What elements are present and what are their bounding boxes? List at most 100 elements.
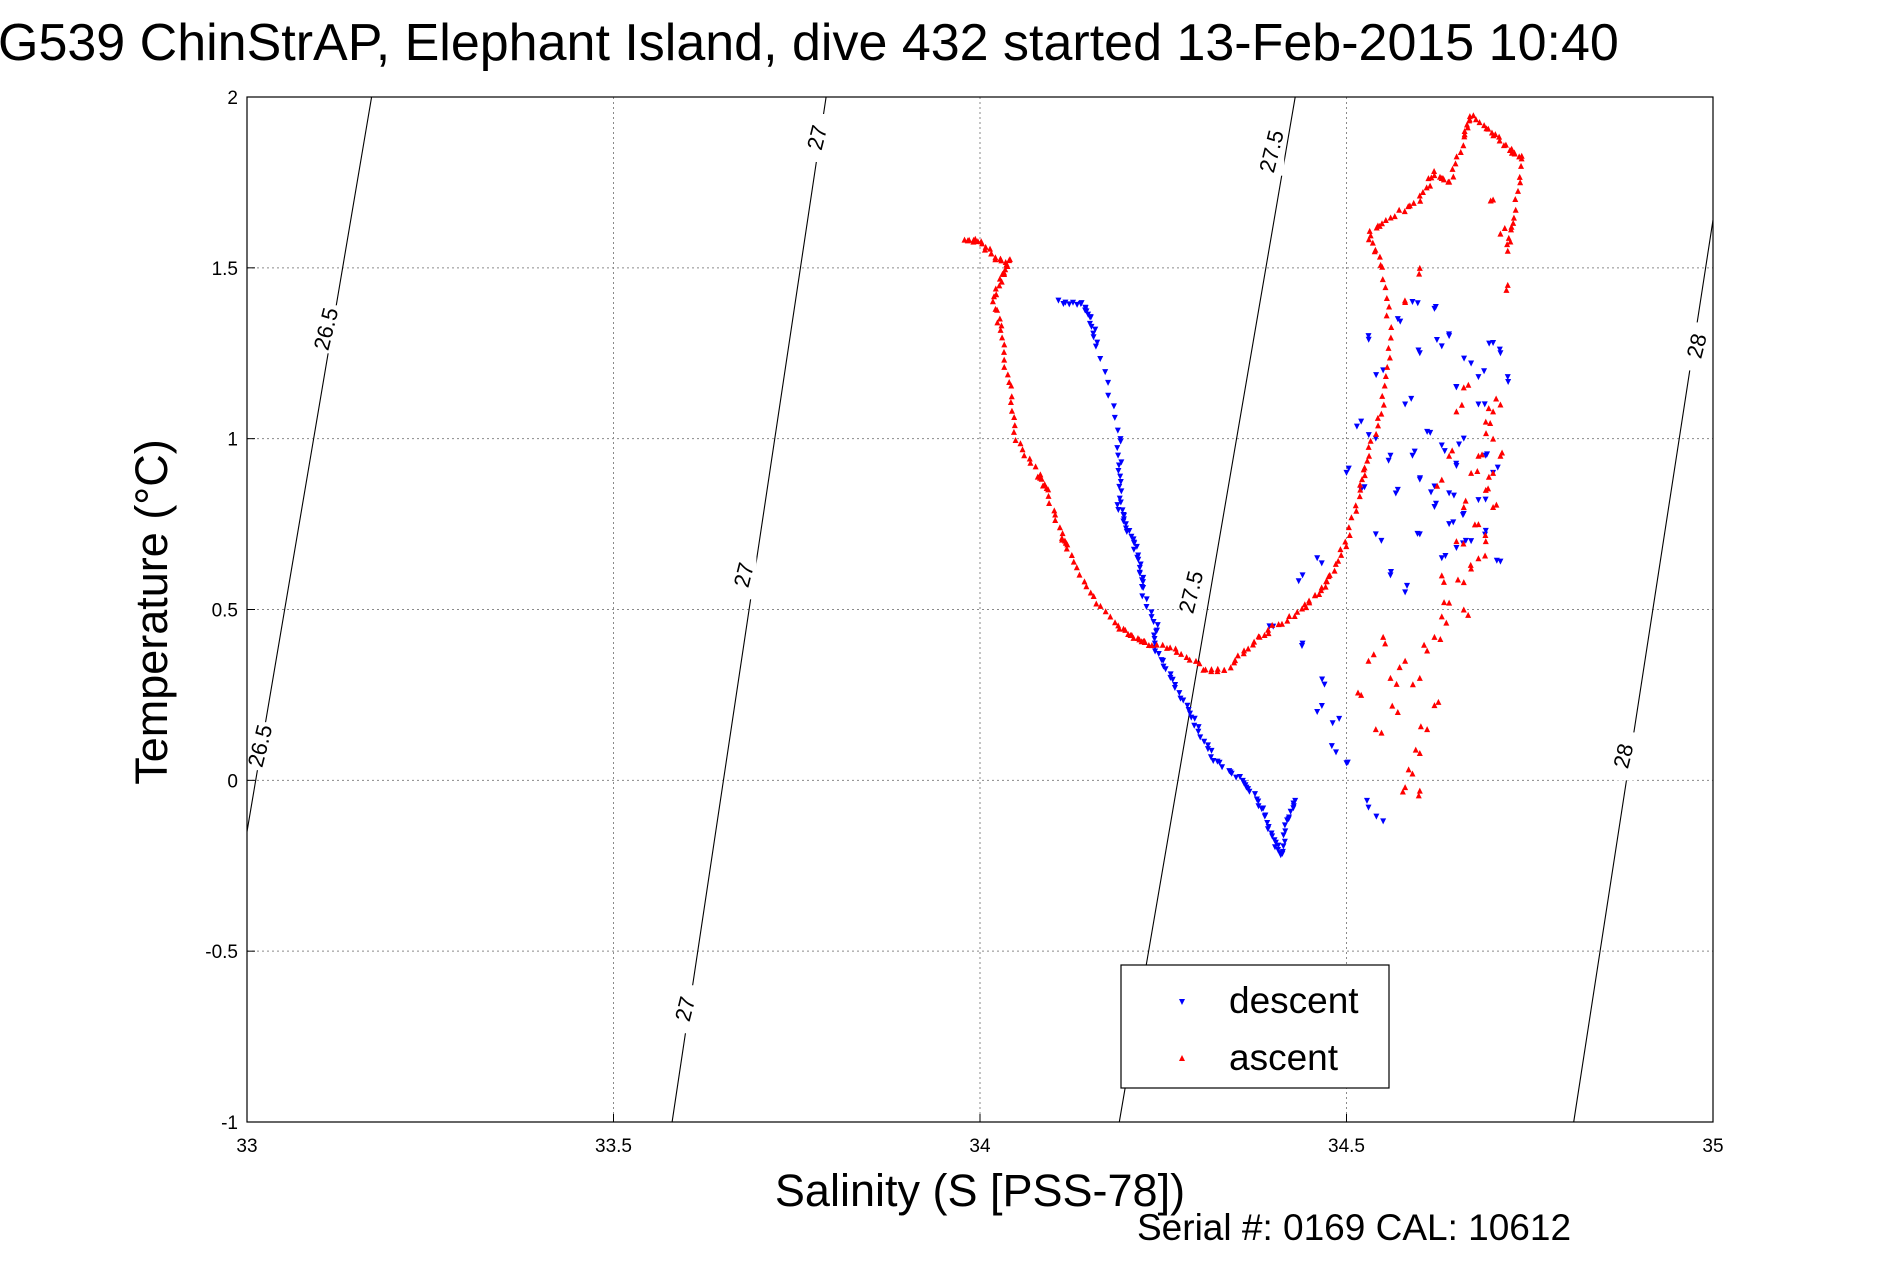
- descent-point: [1411, 448, 1418, 455]
- ascent-point: [1396, 664, 1403, 671]
- descent-point: [1118, 459, 1125, 466]
- descent-point: [1195, 724, 1202, 731]
- ascent-point: [1046, 500, 1053, 507]
- ascent-point: [1261, 631, 1268, 638]
- legend-ascent-label: ascent: [1229, 1037, 1339, 1078]
- ascent-point: [1093, 600, 1100, 607]
- ascent-point: [1007, 399, 1014, 406]
- ascent-point: [1366, 452, 1373, 459]
- ascent-point: [1511, 150, 1518, 157]
- ascent-point: [1409, 681, 1416, 688]
- descent-point: [1264, 826, 1271, 833]
- descent-point: [1130, 536, 1137, 543]
- descent-point: [1446, 521, 1453, 528]
- ascent-point: [1012, 437, 1019, 444]
- descent-point: [1365, 804, 1372, 811]
- ascent-point: [1251, 638, 1258, 645]
- ascent-point: [1458, 401, 1465, 408]
- ascent-point: [1424, 726, 1431, 733]
- descent-point: [1062, 299, 1069, 306]
- descent-point: [1287, 808, 1294, 815]
- x-tick-label: 33: [236, 1136, 257, 1157]
- ascent-point: [1378, 729, 1385, 736]
- descent-point: [1328, 743, 1335, 750]
- descent-point: [1087, 314, 1094, 321]
- ascent-point: [1472, 116, 1479, 123]
- ascent-point: [1401, 208, 1408, 215]
- descent-point: [1442, 552, 1449, 559]
- ascent-point: [1460, 142, 1467, 149]
- descent-point: [1409, 452, 1416, 459]
- descent-point: [1468, 538, 1475, 545]
- ascent-point: [1465, 381, 1472, 388]
- ascent-point: [1027, 459, 1034, 466]
- ascent-point: [1377, 261, 1384, 268]
- ascent-point: [1492, 131, 1499, 138]
- ascent-point: [1284, 617, 1291, 624]
- descent-point: [1148, 609, 1155, 616]
- ascent-point: [1485, 485, 1492, 492]
- ascent-point: [1452, 160, 1459, 167]
- ascent-point: [1482, 418, 1489, 425]
- ascent-point: [964, 237, 971, 244]
- ascent-point: [1382, 640, 1389, 647]
- ascent-point: [1323, 578, 1330, 585]
- descent-point: [1139, 593, 1146, 600]
- ascent-point: [1070, 558, 1077, 565]
- descent-point: [1152, 648, 1159, 655]
- ascent-point: [1265, 630, 1272, 637]
- descent-point: [1102, 369, 1109, 376]
- descent-point: [1332, 749, 1339, 756]
- descent-point: [1446, 331, 1453, 338]
- ascent-point: [1440, 578, 1447, 585]
- descent-point: [1118, 488, 1125, 495]
- ascent-point: [1467, 561, 1474, 568]
- descent-point: [1481, 368, 1488, 375]
- descent-point: [1219, 764, 1226, 771]
- ascent-point: [998, 257, 1005, 264]
- descent-point: [1453, 545, 1460, 551]
- ascent-point: [1081, 578, 1088, 585]
- descent-point: [1431, 483, 1438, 490]
- descent-point: [1314, 709, 1321, 715]
- ascent-point: [1508, 226, 1515, 233]
- ascent-point: [1438, 572, 1445, 579]
- isopycnal-label: 28: [1682, 331, 1712, 361]
- descent-point: [1090, 334, 1097, 341]
- legend-descent-label: descent: [1229, 980, 1359, 1021]
- x-tick-label: 33.5: [595, 1136, 632, 1157]
- descent-point: [1453, 384, 1460, 391]
- descent-point: [1119, 507, 1126, 514]
- descent-point: [1497, 558, 1504, 565]
- ascent-point: [1348, 514, 1355, 521]
- descent-point: [1160, 657, 1167, 664]
- descent-point: [1497, 350, 1504, 357]
- descent-point: [1365, 333, 1372, 340]
- ascent-point: [1461, 131, 1468, 138]
- ascent-point: [1416, 750, 1423, 756]
- ascent-point: [1153, 641, 1160, 648]
- descent-point: [1404, 582, 1411, 589]
- ascent-point: [1460, 540, 1467, 547]
- descent-point: [1140, 585, 1147, 592]
- y-tick-label: 1: [227, 430, 238, 451]
- ascent-point: [1476, 119, 1483, 126]
- ascent-point: [1389, 702, 1396, 709]
- descent-point: [1417, 475, 1424, 482]
- ascent-point: [1415, 792, 1422, 799]
- ascent-point: [1423, 184, 1430, 191]
- ascent-point: [1269, 621, 1276, 628]
- ascent-point: [1366, 227, 1373, 234]
- isopycnal-label-gap: [316, 305, 339, 354]
- descent-point: [1493, 557, 1500, 564]
- ascent-point: [1382, 284, 1389, 291]
- ascent-point: [1352, 502, 1359, 509]
- descent-point: [1504, 374, 1511, 381]
- descent-point: [1373, 813, 1380, 820]
- ascent-point: [1004, 262, 1011, 269]
- descent-point: [1153, 628, 1160, 635]
- ascent-point: [1373, 430, 1380, 437]
- descent-point: [1365, 336, 1372, 343]
- ascent-point: [1416, 270, 1423, 277]
